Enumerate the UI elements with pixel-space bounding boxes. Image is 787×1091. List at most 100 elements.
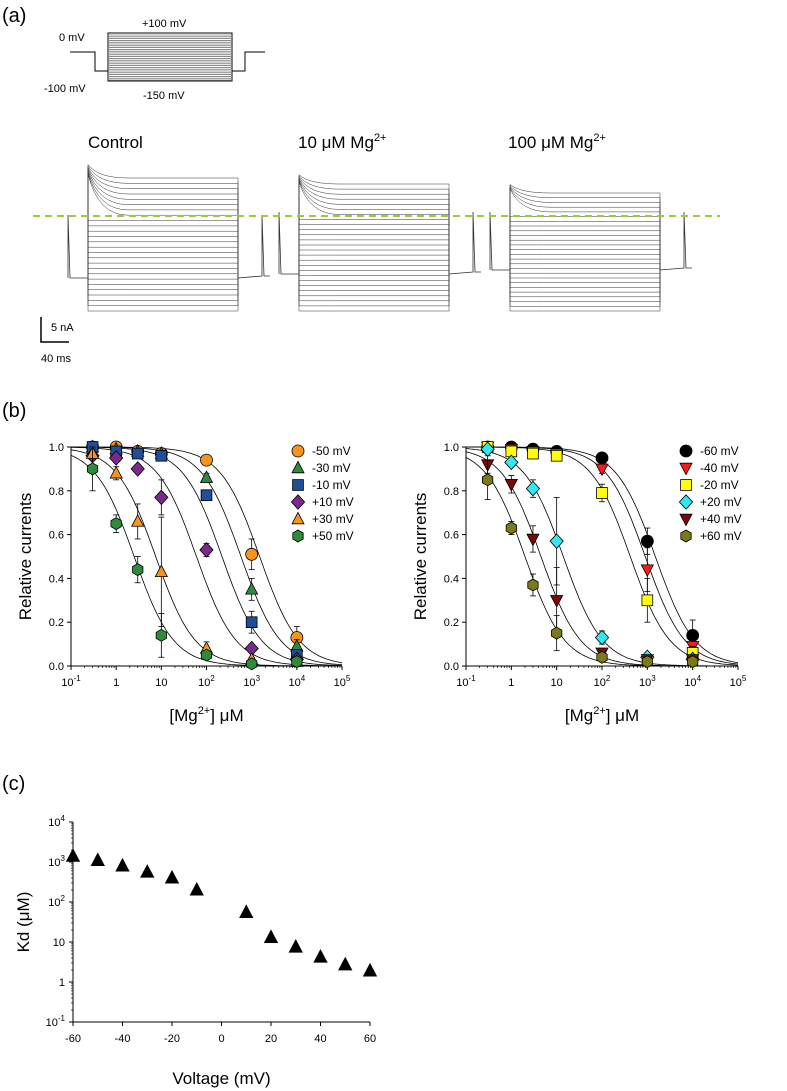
y-tick-label: 0.2: [49, 617, 64, 629]
data-point: [596, 650, 608, 664]
x-tick-label: 105: [334, 674, 351, 689]
data-point: [132, 563, 144, 577]
x-tick-label: 105: [730, 674, 747, 689]
x-tick-label: 40: [314, 1033, 326, 1045]
data-point: [131, 514, 145, 527]
data-point: [115, 857, 130, 872]
x-tick-label: 103: [639, 674, 656, 689]
data-point: [504, 454, 519, 471]
x-tick-label: 60: [364, 1033, 376, 1045]
x-tick-label: -40: [115, 1033, 131, 1045]
y-tick-label: 0.4: [444, 573, 459, 585]
legend-label: -50 mV: [312, 444, 351, 458]
data-point: [199, 470, 214, 483]
panel-label-b: (b): [2, 400, 26, 422]
legend-marker: [679, 444, 693, 458]
legend-label: -60 mV: [700, 444, 739, 458]
x-tick-label: 10: [551, 677, 563, 689]
condition-label-100um: 100 μM Mg2+: [508, 132, 606, 152]
data-point: [154, 489, 169, 506]
x-tick-label: 102: [594, 674, 611, 689]
y-tick-label: 0.0: [444, 661, 459, 673]
data-point: [130, 461, 145, 477]
data-point: [338, 956, 353, 971]
legend-label: +60 mV: [700, 529, 742, 543]
data-point: [641, 655, 653, 669]
data-point: [505, 521, 517, 535]
y-tick-label: 104: [48, 814, 65, 829]
x-tick-label: 104: [684, 674, 701, 689]
legend-marker: [680, 529, 692, 543]
legend-marker: [292, 529, 304, 543]
scale-current-label: 5 nA: [51, 322, 74, 334]
data-point: [313, 949, 328, 963]
data-point: [140, 864, 155, 878]
x-axis-label: [Mg2+] μM: [565, 705, 639, 725]
y-tick-label: 1.0: [49, 442, 64, 454]
y-tick-label: 0.6: [49, 530, 64, 542]
x-tick-label: 103: [243, 674, 260, 689]
x-tick-label: 102: [198, 674, 215, 689]
data-point: [550, 595, 564, 608]
legend-marker: [679, 513, 693, 527]
legend-label: +40 mV: [700, 512, 742, 526]
y-axis-label: Relative currents: [16, 493, 35, 621]
legend-marker: [679, 462, 693, 476]
x-axis-label: [Mg2+] μM: [169, 705, 243, 725]
current-traces: [67, 163, 692, 312]
x-tick-label: 10: [155, 677, 167, 689]
x-axis-label: Voltage (mV): [172, 1069, 270, 1088]
data-point: [200, 453, 213, 467]
data-point: [110, 517, 122, 531]
y-tick-label: 102: [48, 894, 65, 909]
legend-marker: [680, 479, 692, 491]
data-point: [189, 881, 204, 896]
y-axis-label: Kd (μM): [14, 892, 33, 953]
data-point: [504, 479, 518, 492]
data-point: [550, 449, 563, 462]
data-point: [640, 564, 654, 578]
y-tick-label: 0.8: [444, 486, 459, 498]
data-point: [595, 451, 609, 465]
data-point: [109, 450, 124, 466]
legend-marker: [291, 511, 305, 525]
data-point: [527, 578, 539, 592]
x-tick-label: 20: [265, 1033, 277, 1045]
data-point: [164, 869, 180, 884]
y-tick-label: 0.2: [444, 617, 459, 629]
data-point: [596, 487, 608, 499]
data-point: [482, 473, 494, 487]
data-point: [239, 904, 254, 918]
data-point: [245, 581, 259, 595]
y-tick-label: 0.4: [49, 573, 64, 585]
y-tick-label: 1: [59, 977, 65, 989]
legend-label: +20 mV: [700, 495, 742, 509]
data-point: [65, 848, 81, 862]
y-tick-label: 10-1: [46, 1014, 66, 1029]
data-point: [527, 447, 539, 460]
protocol-prepulse-label: -100 mV: [44, 83, 86, 95]
condition-label-control: Control: [88, 133, 143, 152]
legend-marker: [291, 460, 305, 474]
data-point: [288, 938, 303, 953]
legend-marker: [291, 444, 305, 458]
legend-label: +10 mV: [312, 495, 354, 509]
data-point: [155, 449, 168, 462]
data-point: [263, 929, 279, 944]
y-tick-label: 0.0: [49, 661, 64, 673]
y-tick-label: 0.6: [444, 530, 459, 542]
x-tick-label: 0: [218, 1033, 224, 1045]
x-tick-label: 10-1: [61, 674, 81, 689]
chart-b-right: 0.0 0.2 0.4 0.6 0.8 1.0 10-1 1 10 102 103 104 105 Rel…: [411, 440, 747, 725]
data-point: [154, 564, 168, 578]
data-point: [199, 542, 214, 558]
data-point: [90, 852, 105, 866]
scale-time-label: 40 ms: [41, 353, 71, 365]
protocol-top-label: +100 mV: [142, 18, 187, 30]
data-point: [641, 594, 654, 607]
data-point: [362, 962, 378, 977]
x-tick-label: 1: [113, 677, 119, 689]
legend-label: +50 mV: [312, 529, 354, 543]
data-point: [246, 657, 258, 671]
data-point: [551, 626, 563, 640]
